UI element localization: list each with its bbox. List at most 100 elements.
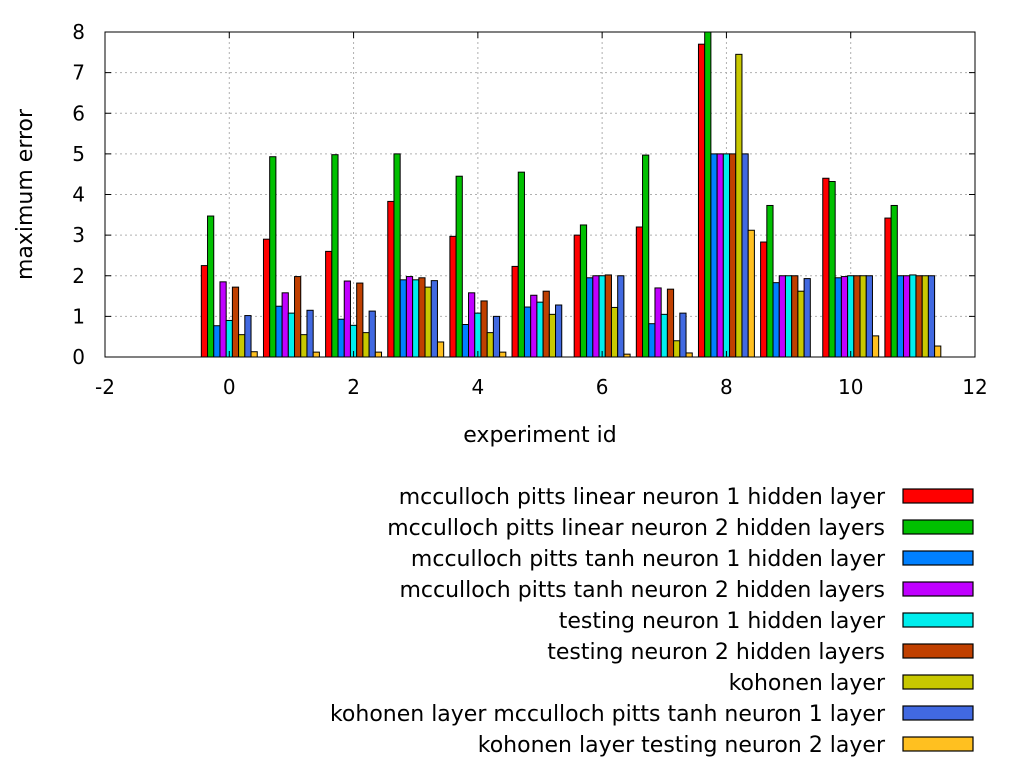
- bar: [679, 312, 687, 358]
- legend-label: kohonen layer mcculloch pitts tanh neuro…: [330, 702, 886, 727]
- bar: [449, 235, 457, 358]
- bar: [660, 313, 668, 358]
- x-tick-label: 6: [596, 375, 609, 399]
- legend-label: kohonen layer: [729, 671, 886, 696]
- bar: [492, 315, 501, 358]
- bar: [704, 31, 712, 358]
- bar: [604, 274, 612, 358]
- legend-label: mcculloch pitts linear neuron 1 hidden l…: [399, 485, 886, 510]
- bar: [368, 310, 376, 358]
- y-tick-label: 2: [72, 264, 85, 288]
- bar: [207, 215, 215, 358]
- bar: [666, 288, 675, 358]
- x-tick-label: 8: [720, 375, 733, 399]
- bar: [511, 265, 519, 358]
- bar: [654, 287, 662, 358]
- bar: [716, 153, 724, 358]
- bar: [865, 275, 873, 358]
- bar: [461, 324, 470, 358]
- y-tick-label: 8: [72, 20, 85, 44]
- bar: [542, 290, 550, 358]
- y-tick-label: 4: [72, 183, 85, 207]
- x-tick-label: 10: [838, 375, 863, 399]
- bar: [586, 277, 594, 358]
- bar: [797, 290, 805, 358]
- bar: [741, 153, 749, 358]
- bar: [468, 292, 476, 358]
- y-tick-label: 1: [72, 304, 85, 328]
- y-tick-label: 0: [72, 345, 85, 369]
- bar: [915, 275, 923, 358]
- bar: [262, 238, 271, 358]
- bar: [238, 334, 246, 358]
- bar: [219, 281, 227, 358]
- bar: [480, 300, 488, 358]
- bar: [387, 200, 395, 358]
- bar: [921, 275, 929, 358]
- legend-label: kohonen layer testing neuron 2 layer: [478, 733, 886, 758]
- legend-swatch: [902, 488, 974, 504]
- bar: [884, 217, 892, 358]
- bars: [200, 31, 942, 358]
- bar: [642, 154, 650, 358]
- bar: [374, 351, 383, 358]
- bar: [244, 315, 252, 358]
- bar: [343, 280, 351, 358]
- bar: [430, 280, 438, 358]
- bar: [356, 282, 364, 358]
- bar: [648, 323, 656, 358]
- bar: [275, 305, 283, 358]
- bar: [213, 325, 221, 358]
- bar: [573, 234, 581, 358]
- bar: [635, 226, 644, 358]
- bar: [523, 306, 532, 358]
- bar: [536, 301, 544, 358]
- bar: [393, 153, 401, 358]
- bar: [735, 53, 743, 358]
- bar: [617, 275, 625, 358]
- bar: [853, 275, 861, 358]
- x-axis-label: experiment id: [463, 423, 616, 448]
- bar: [436, 341, 445, 358]
- bar: [710, 153, 718, 358]
- x-tick-label: 12: [962, 375, 987, 399]
- bar: [231, 286, 240, 358]
- bar: [200, 265, 209, 358]
- x-tick-label: 4: [471, 375, 484, 399]
- bar: [530, 294, 538, 358]
- bar: [337, 318, 345, 358]
- legend-label: mcculloch pitts tanh neuron 2 hidden lay…: [399, 578, 885, 603]
- bar: [722, 153, 731, 358]
- bar: [610, 306, 619, 358]
- bar: [766, 204, 774, 358]
- bar: [331, 154, 339, 358]
- bar: [312, 351, 320, 358]
- x-tick-label: 0: [223, 375, 236, 399]
- legend-swatch: [902, 519, 974, 535]
- bar: [294, 276, 302, 358]
- bar: [903, 275, 911, 358]
- bar: [760, 241, 768, 358]
- bar: [803, 278, 811, 358]
- bar: [281, 292, 289, 358]
- bar: [896, 275, 905, 358]
- bar: [555, 304, 563, 358]
- bar: [517, 171, 525, 358]
- legend-swatch: [902, 612, 974, 628]
- bar: [890, 204, 898, 358]
- bar: [871, 335, 880, 358]
- y-tick-label: 6: [72, 101, 85, 125]
- bar: [250, 351, 258, 358]
- bar: [847, 275, 855, 358]
- bar: [269, 156, 277, 358]
- legend: mcculloch pitts linear neuron 1 hidden l…: [330, 485, 974, 758]
- bar: [592, 275, 600, 358]
- bar: [548, 313, 557, 358]
- bar: [791, 275, 799, 358]
- bar: [747, 229, 755, 358]
- legend-label: testing neuron 2 hidden layers: [547, 640, 885, 665]
- bar: [909, 274, 917, 358]
- bar: [455, 175, 463, 358]
